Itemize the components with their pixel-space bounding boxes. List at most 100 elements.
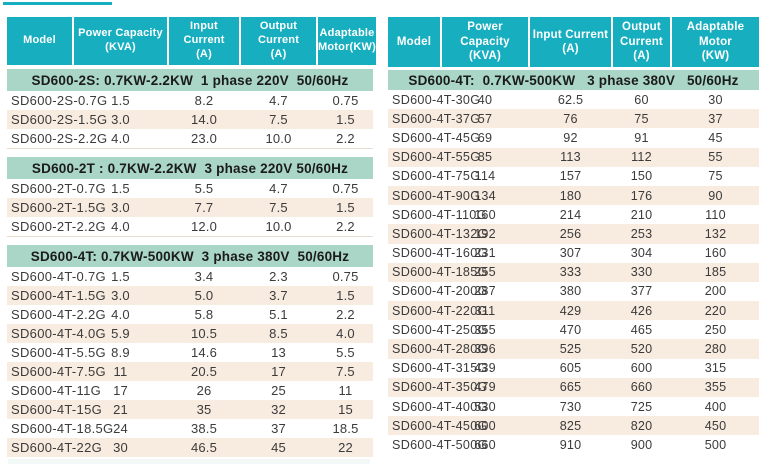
value-cell: 110 (705, 207, 726, 222)
value-cell: 25 (271, 383, 286, 398)
value-cell: 8.5 (269, 326, 288, 341)
table-row: SD600-2S-1.5G 3.0 14.0 7.5 1.5 (7, 110, 373, 129)
value-cell: 5.9 (111, 326, 130, 341)
table-row: SD600-4T-5.5G 8.9 14.6 13 5.5 (7, 343, 373, 362)
top-left-teal-sliver (3, 2, 112, 5)
cutoff-section-hint (8, 459, 370, 464)
value-cell: 12.0 (190, 219, 218, 234)
model-cell: SD600-4T-37G (392, 111, 481, 126)
value-cell: 113 (560, 150, 581, 165)
model-cell: SD600-2T-2.2G (11, 219, 106, 234)
table-row: SD600-2T-1.5G 3.0 7.7 7.5 1.5 (7, 198, 373, 217)
value-cell: 0.75 (332, 269, 359, 284)
table-row: SD600-4T-132G 192 256 253 132 (388, 224, 759, 244)
model-cell: SD600-4T-160G (392, 246, 488, 261)
value-cell: 900 (630, 437, 653, 452)
model-cell: SD600-4T-450G (392, 418, 488, 433)
value-cell: 10.5 (190, 326, 218, 341)
model-cell: SD600-4T-1.5G (11, 288, 106, 303)
table-row: SD600-2T-2.2G 4.0 12.0 10.0 2.2 (7, 217, 373, 236)
value-cell: 91 (634, 130, 649, 145)
value-cell: 114 (474, 169, 496, 184)
value-cell: 429 (559, 303, 582, 318)
table-row: SD600-4T-90G 134 180 176 90 (388, 185, 759, 206)
table-row: SD600-4T-450G 600 825 820 450 (388, 416, 759, 436)
value-cell: 37 (271, 421, 286, 436)
model-cell: SD600-4T-250G (392, 322, 488, 337)
column-header-line: Power Capacity (78, 27, 163, 40)
model-cell: SD600-4T-11G (11, 383, 102, 398)
value-cell: 69 (477, 130, 493, 145)
table-row: SD600-4T-110G 160 214 210 110 (388, 205, 759, 224)
value-cell: 55 (708, 150, 723, 165)
model-cell: SD600-4T-75G (392, 169, 481, 184)
table-row: SD600-4T-280G 396 525 520 280 (388, 339, 759, 359)
value-cell: 2.2 (336, 307, 355, 322)
column-header-line: Output (622, 21, 661, 34)
value-cell: 37 (708, 111, 723, 126)
value-cell: 22 (338, 440, 353, 455)
value-cell: 192 (474, 226, 496, 241)
column-header-line: Model (23, 34, 56, 47)
value-cell: 660 (474, 437, 496, 452)
value-cell: 75 (708, 169, 723, 184)
value-cell: 3.4 (194, 269, 214, 284)
value-cell: 1.5 (336, 200, 355, 215)
value-cell: 400 (704, 399, 727, 414)
column-header-row: Model Power Capacity (KVA) Input Current (A)… (388, 17, 759, 67)
value-cell: 355 (704, 380, 727, 395)
model-cell: SD600-4T-500G (392, 437, 488, 452)
table-row: SD600-4T-0.7G 1.5 3.4 2.3 0.75 (7, 267, 373, 286)
value-cell: 17 (271, 364, 286, 379)
table-row: SD600-4T-55G 85 113 112 55 (388, 147, 759, 167)
value-cell: 820 (630, 418, 653, 433)
value-cell: 253 (630, 226, 653, 241)
table-row: SD600-2S-2.2G 4.0 23.0 10.0 2.2 (7, 129, 373, 148)
value-cell: 600 (630, 361, 653, 376)
model-cell: SD600-4T-55G (392, 150, 481, 165)
value-cell: 92 (563, 130, 578, 145)
value-cell: 256 (559, 226, 582, 241)
table-row: SD600-4T-18.5G 24 38.5 37 18.5 (7, 419, 373, 438)
value-cell: 525 (559, 342, 582, 357)
value-cell: 4.7 (269, 93, 288, 108)
column-header-line: (A) (196, 47, 212, 60)
value-cell: 3.7 (269, 288, 288, 303)
value-cell: 470 (559, 322, 582, 337)
column-header-1: Power Capacity (KVA) (442, 17, 528, 67)
column-header-0: Model (7, 17, 72, 65)
table-section: SD600-4T: 0.7KW-500KW 3 phase 380V 50/60… (7, 245, 373, 457)
value-cell: 32 (271, 402, 286, 417)
value-cell: 4.0 (336, 326, 355, 341)
table-row: SD600-2T-0.7G 1.5 5.5 4.7 0.75 (7, 179, 373, 198)
value-cell: 4.0 (111, 307, 130, 322)
value-cell: 311 (474, 303, 496, 318)
column-header-line: Adaptable Motor (686, 21, 745, 48)
value-cell: 600 (474, 418, 496, 433)
model-cell: SD600-4T-200G (392, 284, 488, 299)
column-header-line: (KVA) (105, 41, 136, 53)
column-header-line: (KVA) (468, 50, 502, 63)
section-title: SD600-4T: 0.7KW-500KW 3 phase 380V 50/60… (388, 70, 759, 90)
column-header-line: (A) (562, 43, 579, 55)
value-cell: 280 (704, 342, 727, 357)
model-cell: SD600-4T-400G (392, 399, 488, 414)
value-cell: 62.5 (557, 92, 584, 107)
value-cell: 500 (704, 437, 727, 452)
value-cell: 1.5 (111, 269, 130, 284)
table-row: SD600-4T-250G 355 470 465 250 (388, 320, 759, 339)
value-cell: 160 (474, 207, 496, 222)
table-row: SD600-4T-45G 69 92 91 45 (388, 128, 759, 147)
value-cell: 11 (113, 364, 128, 379)
model-cell: SD600-2T-1.5G (11, 200, 106, 215)
column-header-1: Power Capacity (KVA) (74, 17, 167, 65)
table-row: SD600-4T-11G 17 26 25 11 (7, 381, 373, 400)
model-cell: SD600-4T-45G (392, 130, 481, 145)
value-cell: 180 (559, 188, 582, 203)
value-cell: 220 (704, 303, 727, 318)
column-header-line: Input Current (532, 28, 609, 41)
model-cell: SD600-4T-15G (11, 402, 103, 417)
value-cell: 7.7 (194, 200, 214, 215)
value-cell: 90 (708, 188, 723, 203)
value-cell: 60 (634, 92, 649, 107)
